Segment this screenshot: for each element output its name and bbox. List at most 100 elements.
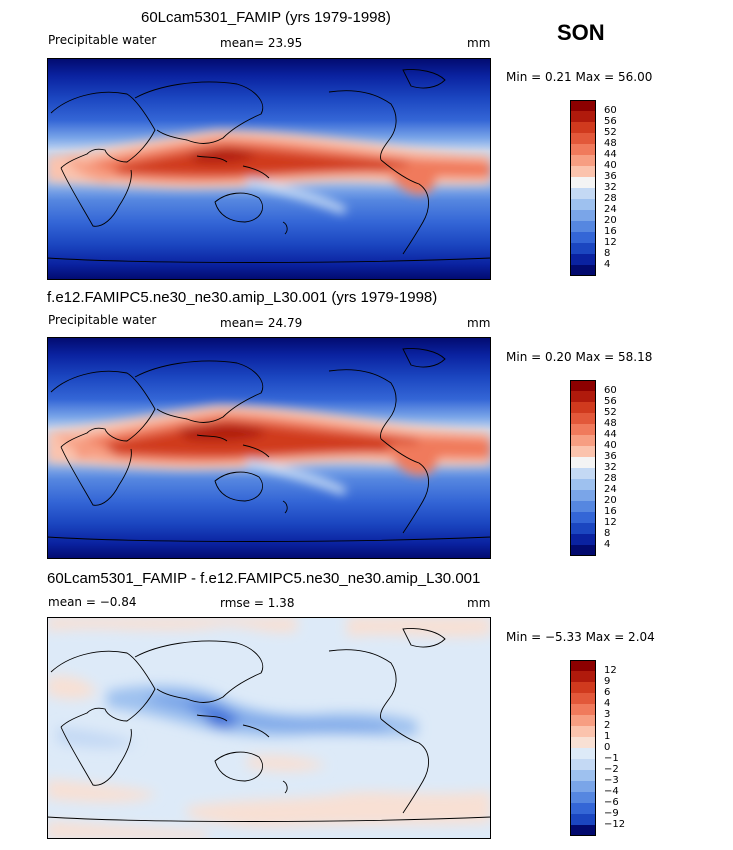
panel-3-minmax: Min = −5.33 Max = 2.04 [506, 630, 655, 644]
colorbar-label: 12 [604, 517, 617, 528]
panel-1-mean: mean= 23.95 [220, 36, 303, 50]
panel-2-minmax: Min = 0.20 Max = 58.18 [506, 350, 653, 364]
colorbar-label: 8 [604, 248, 611, 259]
colorbar-swatch [570, 144, 596, 155]
panel-2-title: f.e12.FAMIPC5.ne30_ne30.amip_L30.001 (yr… [47, 289, 438, 306]
colorbar-label: 16 [604, 506, 617, 517]
colorbar-swatch [570, 402, 596, 413]
panel-2-coastlines [47, 348, 491, 542]
colorbar-swatch [570, 682, 596, 693]
colorbar-label: 60 [604, 385, 617, 396]
colorbar-label: −9 [604, 808, 619, 819]
colorbar-label: 20 [604, 215, 617, 226]
panel-3-map [47, 617, 491, 839]
colorbar-swatch [570, 693, 596, 704]
panel-3-units: mm [467, 596, 491, 610]
panel-2-units: mm [467, 316, 491, 330]
colorbar-label: 0 [604, 742, 611, 753]
colorbar-swatch [570, 221, 596, 232]
panel-1-units: mm [467, 36, 491, 50]
colorbar-label: 48 [604, 418, 617, 429]
colorbar-swatch [570, 501, 596, 512]
colorbar-label: 40 [604, 160, 617, 171]
panel-1-minmax: Min = 0.21 Max = 56.00 [506, 70, 653, 84]
colorbar-swatch [570, 166, 596, 177]
colorbar-label: 8 [604, 528, 611, 539]
colorbar-label: 28 [604, 193, 617, 204]
colorbar-label: 60 [604, 105, 617, 116]
colorbar-label: 16 [604, 226, 617, 237]
colorbar-swatch [570, 243, 596, 254]
colorbar-swatch [570, 177, 596, 188]
colorbar-swatch [570, 660, 596, 671]
colorbar-swatch [570, 479, 596, 490]
colorbar-label: 48 [604, 138, 617, 149]
colorbar-swatch [570, 792, 596, 803]
colorbar-label: −3 [604, 775, 619, 786]
colorbar-swatch [570, 232, 596, 243]
colorbar-label: 44 [604, 149, 617, 160]
colorbar-swatch [570, 545, 596, 556]
colorbar-label: 32 [604, 182, 617, 193]
colorbar-label: 12 [604, 665, 617, 676]
colorbar-label: 3 [604, 709, 611, 720]
colorbar-swatch [570, 803, 596, 814]
colorbar-swatch [570, 210, 596, 221]
panel-2-variable-label: Precipitable water [48, 313, 157, 327]
colorbar-label: 40 [604, 440, 617, 451]
colorbar-label: 4 [604, 698, 611, 709]
colorbar-swatch [570, 122, 596, 133]
colorbar-swatch [570, 512, 596, 523]
panel-1-map [47, 58, 491, 280]
colorbar-label: 36 [604, 171, 617, 182]
colorbar-swatch [570, 457, 596, 468]
colorbar-swatch [570, 155, 596, 166]
colorbar-label: −2 [604, 764, 619, 775]
colorbar-swatch [570, 111, 596, 122]
colorbar-swatch [570, 770, 596, 781]
panel-1-variable-label: Precipitable water [48, 33, 157, 47]
colorbar-swatch [570, 759, 596, 770]
colorbar-swatch [570, 534, 596, 545]
colorbar-swatch [570, 523, 596, 534]
panel-3-rmse: rmse = 1.38 [220, 596, 295, 610]
colorbar-swatch [570, 814, 596, 825]
colorbar-swatch [570, 133, 596, 144]
colorbar-label: 4 [604, 259, 611, 270]
panel-3-mean: mean = −0.84 [48, 595, 137, 609]
colorbar-label: 6 [604, 687, 611, 698]
colorbar-label: −4 [604, 786, 619, 797]
colorbar-swatch [570, 468, 596, 479]
colorbar-label: −1 [604, 753, 619, 764]
colorbar-swatch [570, 671, 596, 682]
colorbar-label: 52 [604, 407, 617, 418]
colorbar-swatch [570, 413, 596, 424]
panel-1-title: 60Lcam5301_FAMIP (yrs 1979-1998) [141, 9, 391, 26]
colorbar-swatch [570, 781, 596, 792]
colorbar-label: 28 [604, 473, 617, 484]
colorbar-swatch [570, 490, 596, 501]
colorbar-label: 4 [604, 539, 611, 550]
colorbar-swatch [570, 748, 596, 759]
colorbar-label: −12 [604, 819, 626, 830]
colorbar-swatch [570, 446, 596, 457]
colorbar-swatch [570, 380, 596, 391]
colorbar-swatch [570, 435, 596, 446]
panel-3-coastlines [47, 628, 491, 822]
colorbar-label: 56 [604, 396, 617, 407]
colorbar-label: 44 [604, 429, 617, 440]
colorbar-swatch [570, 265, 596, 276]
colorbar-label: 32 [604, 462, 617, 473]
colorbar-label: 2 [604, 720, 611, 731]
panel-3-title: 60Lcam5301_FAMIP - f.e12.FAMIPC5.ne30_ne… [47, 570, 481, 587]
colorbar-swatch [570, 726, 596, 737]
colorbar-label: 24 [604, 204, 617, 215]
colorbar-label: 9 [604, 676, 611, 687]
colorbar-swatch [570, 715, 596, 726]
panel-1-coastlines [47, 69, 491, 263]
panel-2-mean: mean= 24.79 [220, 316, 303, 330]
colorbar-swatch [570, 188, 596, 199]
colorbar-label: 52 [604, 127, 617, 138]
colorbar-label: 24 [604, 484, 617, 495]
season-label: SON [557, 20, 605, 45]
